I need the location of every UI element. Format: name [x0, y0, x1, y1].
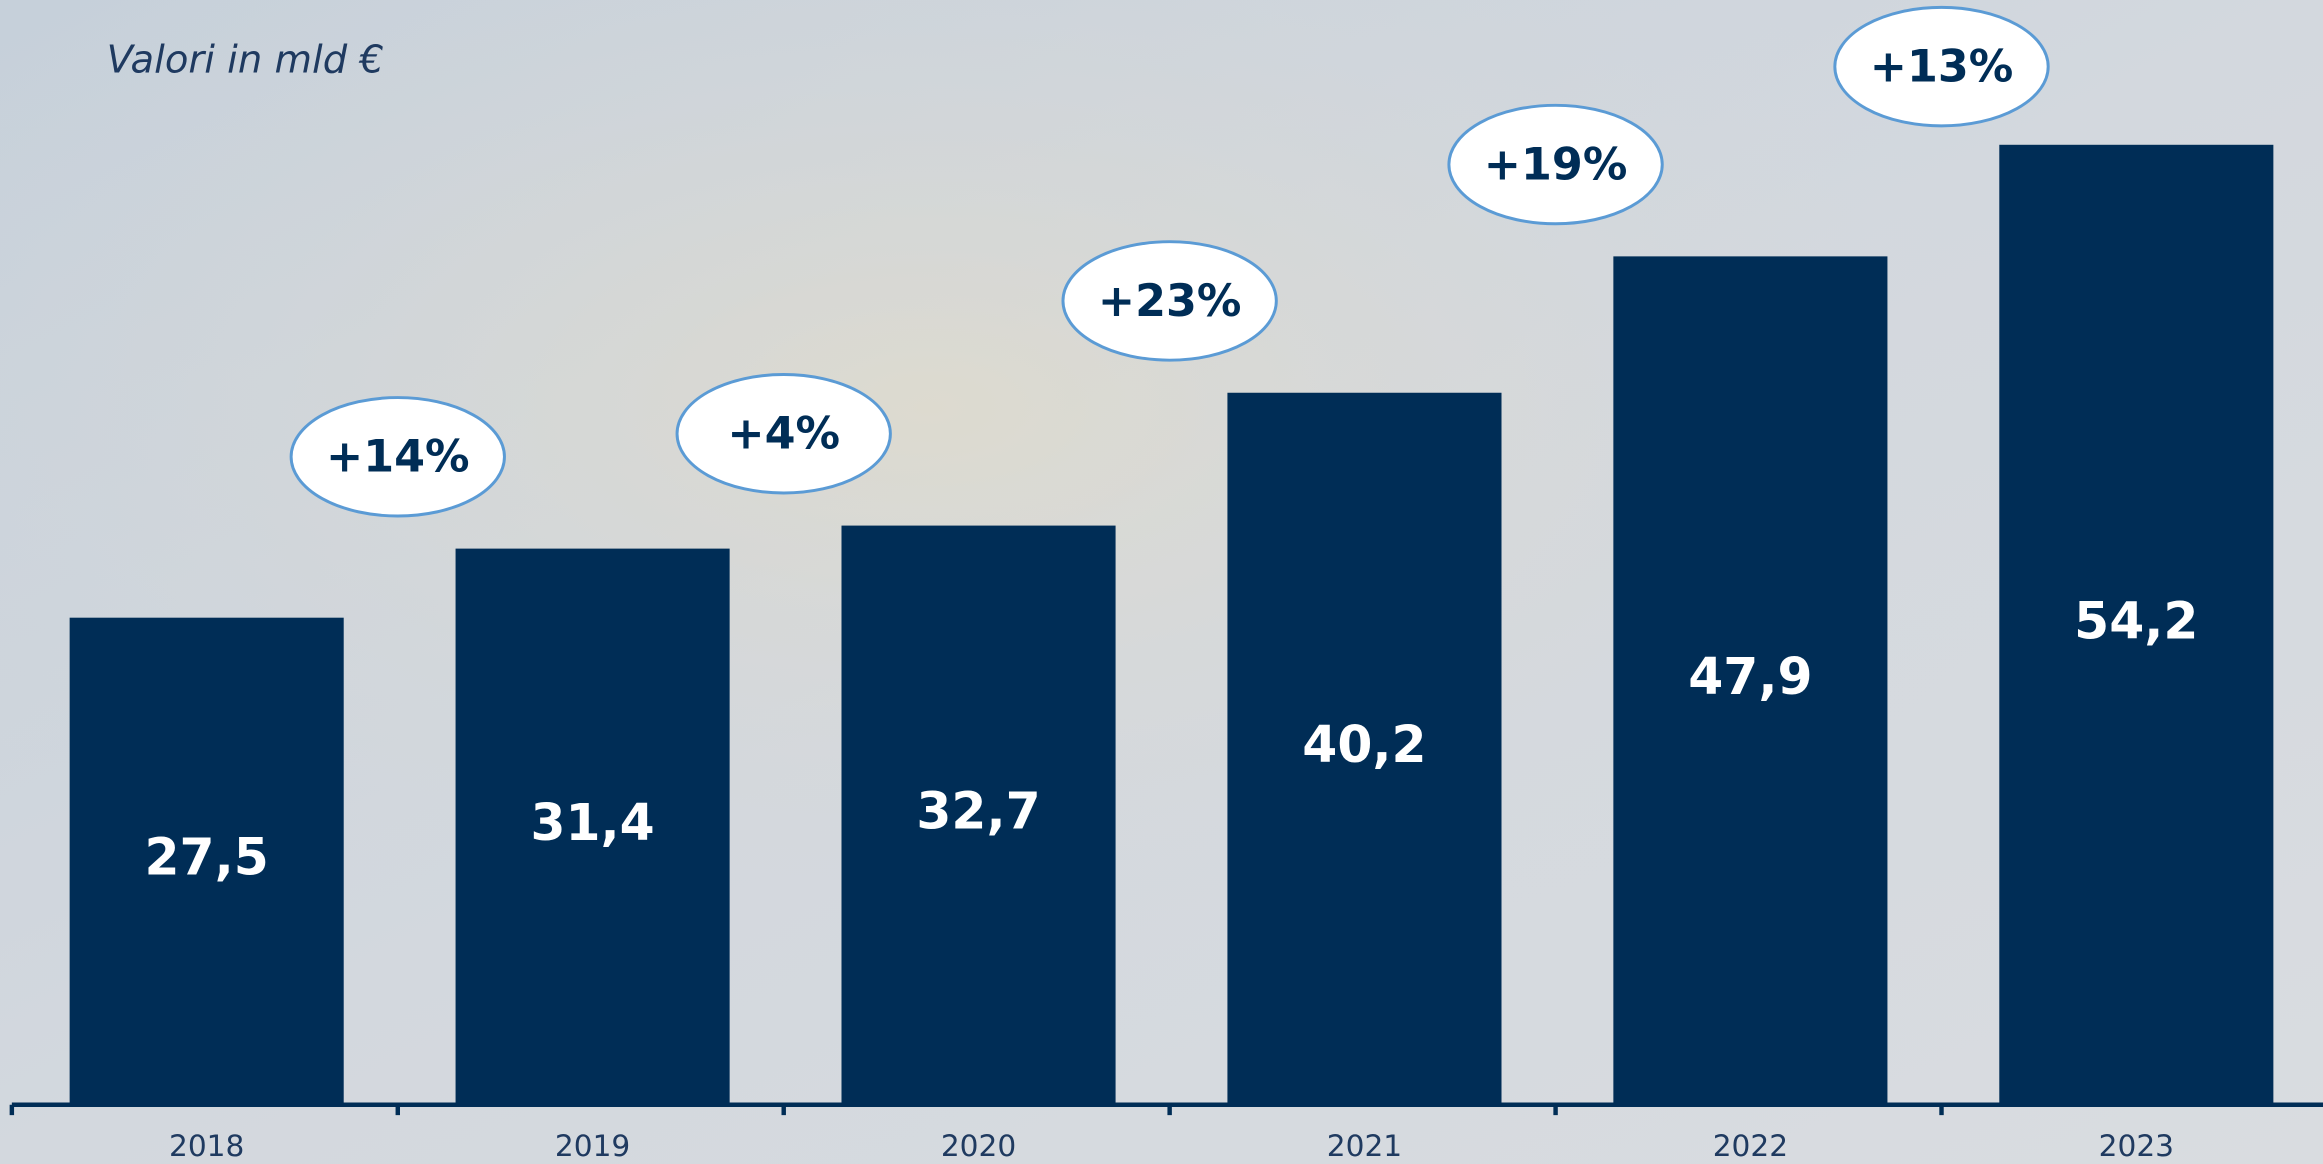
x-tick-label: 2022: [1713, 1129, 1788, 1163]
growth-bubble: [1833, 5, 2050, 128]
bar: [841, 525, 1116, 1105]
x-tick-label: 2019: [555, 1129, 630, 1163]
x-tick-label: 2020: [941, 1129, 1016, 1163]
growth-bubble: [289, 396, 506, 518]
growth-label: +23%: [1098, 276, 1242, 327]
bar: [1227, 392, 1502, 1105]
value-label: 54,2: [2074, 591, 2198, 650]
bar: [455, 548, 730, 1105]
growth-label: +4%: [727, 409, 840, 460]
value-label: 31,4: [530, 793, 654, 852]
growth-label: +13%: [1870, 42, 2014, 93]
growth-bubble: [1061, 240, 1278, 362]
x-tick-label: 2018: [169, 1129, 244, 1163]
x-tick-label: 2023: [2099, 1129, 2174, 1163]
value-label: 27,5: [145, 828, 269, 887]
value-label: 40,2: [1302, 715, 1426, 774]
x-tick-label: 2021: [1327, 1129, 1402, 1163]
bar: [1999, 144, 2274, 1105]
growth-label: +19%: [1484, 140, 1628, 191]
value-label: 47,9: [1688, 647, 1812, 706]
growth-bubble: [1447, 103, 1664, 226]
chart-subtitle: Valori in mld €: [107, 38, 384, 83]
growth-label: +14%: [326, 432, 470, 483]
value-label: 32,7: [916, 782, 1040, 841]
growth-bubble: [675, 373, 892, 495]
bar: [69, 617, 344, 1105]
bar: [1613, 256, 1888, 1105]
